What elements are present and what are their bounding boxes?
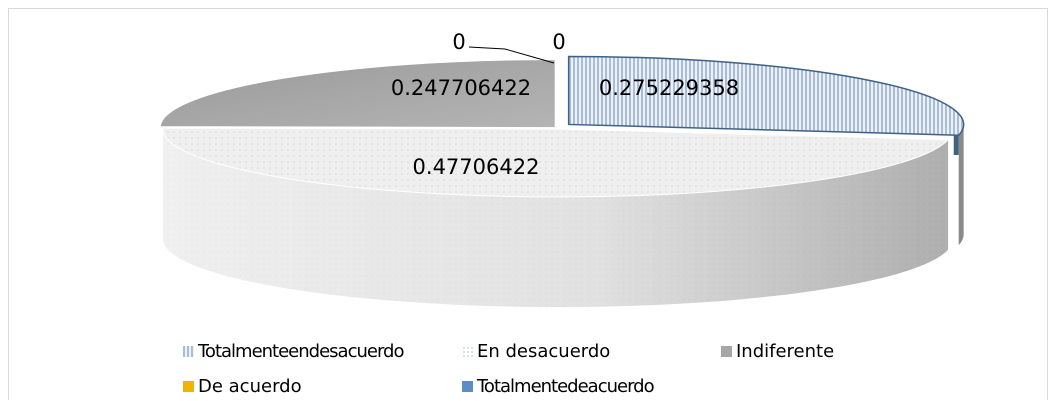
legend-swatch-icon [183,381,194,392]
pie-chart: 0.275229358 0.47706422 0.247706422 0 0 [159,30,965,307]
legend-label: Totalmentedeacuerdo [477,376,655,397]
data-label-de-acuerdo: 0 [452,30,465,54]
legend-swatch-icon [183,346,194,357]
data-label-totalmente-en-desacuerdo: 0.275229358 [599,76,739,100]
legend-label: Totalmenteendesacuerdo [198,341,404,362]
legend-item-totalmente-en-desacuerdo: Totalmenteendesacuerdo [183,341,404,362]
chart-frame: 0.275229358 0.47706422 0.247706422 0 0 Total… [8,8,1048,400]
legend-label: En desacuerdo [477,341,611,362]
legend-label: Indiferente [736,341,835,362]
legend-label: De acuerdo [198,376,302,397]
leader-line [468,46,555,64]
slice-indiferente [159,59,556,129]
data-label-indiferente: 0.247706422 [391,76,531,100]
legend-swatch-icon [462,346,473,357]
legend-item-indiferente: Indiferente [721,341,834,362]
slice-totalmente-en-desacuerdo [567,55,965,246]
legend-swatch-icon [462,381,473,392]
legend-item-totalmente-de-acuerdo: Totalmentedeacuerdo [462,376,655,397]
data-label-totalmente-de-acuerdo: 0 [552,30,565,54]
slice-en-desacuerdo [162,127,950,307]
legend-item-de-acuerdo: De acuerdo [183,376,302,397]
legend-swatch-icon [721,346,732,357]
data-label-en-desacuerdo: 0.47706422 [413,155,540,179]
legend-item-en-desacuerdo: En desacuerdo [462,341,610,362]
